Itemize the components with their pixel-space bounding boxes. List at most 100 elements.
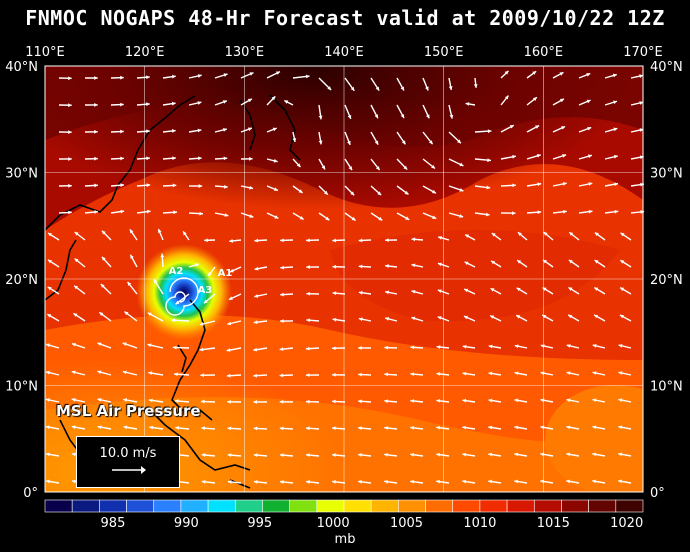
wind-arrowhead [449,114,454,119]
wind-arrowhead [71,452,76,457]
latitude-label-right: 30°N [650,167,683,182]
wind-arrowhead [171,318,176,323]
wind-arrowhead [120,209,125,214]
wind-arrowhead [273,187,278,191]
wind-arrowhead [175,300,180,305]
colorbar-label: 1010 [463,516,496,531]
storm-marker-label: A1 [218,268,233,279]
wind-arrowhead [566,371,571,376]
wind-arrowhead [462,344,467,349]
wind-arrowhead [249,185,253,190]
wind-arrowhead [537,210,542,215]
longitude-label: 170°E [623,45,663,60]
wind-arrowhead [587,126,592,131]
wind-arrowhead [411,263,416,268]
storm-marker-label: A2 [169,266,184,277]
wind-arrowhead [540,398,545,403]
wind-arrowhead [74,231,79,236]
wind-arrowhead [183,231,187,236]
colorbar-label: 1000 [317,516,350,531]
wind-arrowhead [358,264,363,269]
wind-arrowhead [620,287,625,292]
wind-arrowhead [47,314,52,318]
wind-arrowhead [97,370,102,375]
wind-arrowhead [618,425,623,430]
wind-arrowhead [45,398,50,402]
wind-arrowhead [514,371,519,376]
wind-arrowhead [227,399,231,404]
wind-arrowhead [488,371,493,376]
wind-arrowhead [465,102,470,106]
colorbar-swatch [425,499,454,513]
wind-arrowhead [566,398,571,403]
wind-arrowhead [253,400,258,404]
wind-arrowhead [400,86,404,91]
wind-arrowhead [385,238,389,243]
wind-arrowhead [517,260,522,264]
wind-arrowhead [619,314,624,319]
wind-arrowhead [200,399,205,404]
colorbar-label: 1005 [390,516,423,531]
wind-arrowhead [568,287,573,291]
wind-arrowhead [94,156,98,161]
wind-arrowhead [404,190,409,195]
wind-arrowhead [68,157,72,161]
wind-arrowhead [318,115,323,120]
wind-arrowhead [146,209,151,214]
wind-arrowhead [332,372,336,377]
wind-arrowhead [462,479,467,484]
wind-arrowhead [410,452,415,457]
colorbar-label: 1020 [610,516,643,531]
wind-arrowhead [68,210,72,215]
wind-arrowhead [432,215,437,219]
wind-arrowhead [280,480,284,484]
wind-arrowhead [487,129,492,134]
wind-arrowhead [306,318,310,323]
wind-arrowhead [306,453,310,458]
wind-arrowhead [279,453,284,458]
wind-arrowhead [253,426,258,431]
wind-arrowhead [71,479,76,484]
wind-arrowhead [284,100,289,104]
wind-arrowhead [431,164,436,169]
wind-arrowhead [563,209,567,214]
reference-vector-box: 10.0 m/s [76,436,180,488]
longitude-label: 150°E [424,45,464,60]
wind-arrowhead [517,232,522,237]
wind-arrowhead [223,73,228,77]
longitude-label: 130°E [225,45,265,60]
wind-arrowhead [559,72,564,76]
wind-arrowhead [488,398,493,403]
wind-arrowhead [68,183,72,188]
colorbar-swatch [370,499,399,513]
wind-arrowhead [463,315,468,320]
wind-arrowhead [473,84,478,88]
wind-arrowhead [566,479,571,484]
wind-arrowhead [566,344,571,348]
wind-arrowhead [201,479,206,484]
wind-arrowhead [229,268,234,273]
wind-arrowhead [403,165,408,170]
wind-arrowhead [332,264,337,269]
wind-arrowhead [272,127,277,132]
wind-arrowhead [358,399,362,404]
wind-arrowhead [147,312,152,317]
colorbar-swatch [533,499,562,513]
wind-arrowhead [375,166,380,171]
wind-arrowhead [97,397,102,402]
wind-arrowhead [198,184,203,188]
wind-arrowhead [436,345,441,349]
wind-arrowhead [384,452,388,457]
wind-arrowhead [594,232,599,237]
wind-arrowhead [332,426,336,431]
colorbar: 985 990 995 1000 1005 1010 1015 1020 [44,499,644,531]
wind-arrowhead [227,480,232,484]
wind-arrowhead [374,140,379,145]
colorbar-swatch [207,499,236,513]
wind-arrowhead [71,398,76,402]
wind-arrowhead [375,86,380,91]
latitude-label-right: 20°N [650,273,683,288]
wind-arrowhead [350,86,355,91]
wind-arrowhead [305,346,310,351]
wind-arrowhead [332,317,337,322]
